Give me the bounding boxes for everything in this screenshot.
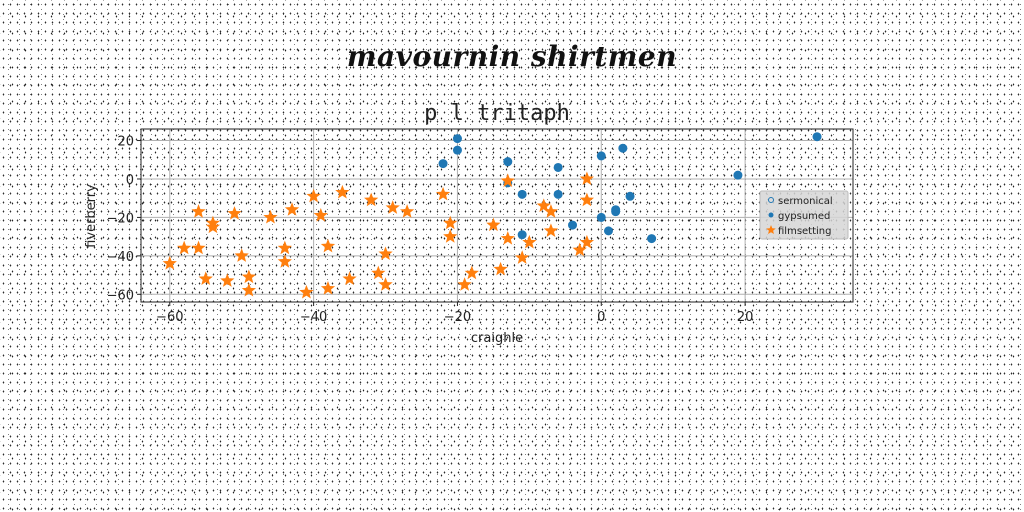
gypsumed-point (453, 134, 462, 143)
gypsumed-point (813, 132, 822, 141)
filmsetting-point (242, 270, 256, 284)
tick-layer: −60 −40 −20 0 20 −60 −40 −20 0 20 (107, 135, 754, 325)
x-tick-label: −40 (300, 310, 327, 325)
gypsumed-point (597, 151, 606, 160)
x-tick-label: 0 (597, 310, 605, 325)
filmsetting-point (544, 223, 558, 237)
filmsetting-point (335, 185, 349, 199)
filmsetting-point (364, 193, 378, 207)
marks-layer (163, 132, 822, 298)
filmsetting-point (436, 187, 450, 201)
gypsumed-point (626, 192, 635, 201)
gypsumed-point (733, 171, 742, 180)
legend-label-sermonical: sermonical (778, 196, 833, 207)
filmsetting-point (465, 266, 479, 280)
filmsetting-point (458, 277, 472, 291)
gypsumed-point (554, 190, 563, 199)
gypsumed-point (439, 159, 448, 168)
filmsetting-point (299, 285, 313, 299)
legend: sermonical gypsumed filmsetting (760, 191, 848, 239)
gypsumed-point (518, 230, 527, 239)
x-tick-label: −20 (444, 310, 471, 325)
filmsetting-point (220, 273, 234, 287)
gypsumed-point (568, 221, 577, 230)
filmsetting-point (386, 200, 400, 214)
filmsetting-point (400, 204, 414, 218)
filmsetting-point (191, 204, 205, 218)
filmsetting-point (321, 239, 335, 253)
gypsumed-point (618, 144, 627, 153)
filmsetting-point (501, 231, 515, 245)
y-tick-label: −20 (107, 211, 134, 226)
gypsumed-point (503, 157, 512, 166)
gypsumed-point (518, 190, 527, 199)
gypsumed-point (604, 226, 613, 235)
y-tick-label: −40 (107, 250, 134, 265)
filmsetting-point (191, 241, 205, 255)
filmsetting-point (177, 241, 191, 255)
legend-label-gypsumed: gypsumed (778, 211, 830, 222)
gypsumed-point (597, 213, 606, 222)
legend-marker-gypsumed (769, 213, 774, 218)
filmsetting-point (580, 235, 594, 249)
y-tick-label: 20 (117, 135, 134, 150)
filmsetting-point (378, 277, 392, 291)
filmsetting-point (314, 208, 328, 222)
filmsetting-point (486, 218, 500, 232)
filmsetting-point (493, 262, 507, 276)
filmsetting-point (278, 241, 292, 255)
legend-label-filmsetting: filmsetting (778, 226, 832, 237)
y-tick-label: −60 (107, 288, 134, 303)
gypsumed-point (611, 207, 620, 216)
y-axis-label: fiverberry (84, 184, 99, 248)
filmsetting-point (443, 229, 457, 243)
chart-title: p l tritaph (424, 101, 570, 126)
filmsetting-point (199, 271, 213, 285)
filmsetting-point (580, 193, 594, 207)
filmsetting-point (235, 248, 249, 262)
filmsetting-point (263, 210, 277, 224)
filmsetting-point (321, 281, 335, 295)
x-axis-label: craighle (471, 331, 523, 346)
x-tick-label: 20 (737, 310, 754, 325)
filmsetting-point (342, 271, 356, 285)
filmsetting-point (378, 246, 392, 260)
y-tick-label: 0 (126, 173, 134, 188)
gypsumed-point (647, 234, 656, 243)
gypsumed-point (554, 163, 563, 172)
filmsetting-point (285, 202, 299, 216)
filmsetting-point (580, 171, 594, 185)
x-tick-label: −60 (156, 310, 183, 325)
gypsumed-point (453, 146, 462, 155)
filmsetting-point (371, 266, 385, 280)
filmsetting-point (515, 250, 529, 264)
